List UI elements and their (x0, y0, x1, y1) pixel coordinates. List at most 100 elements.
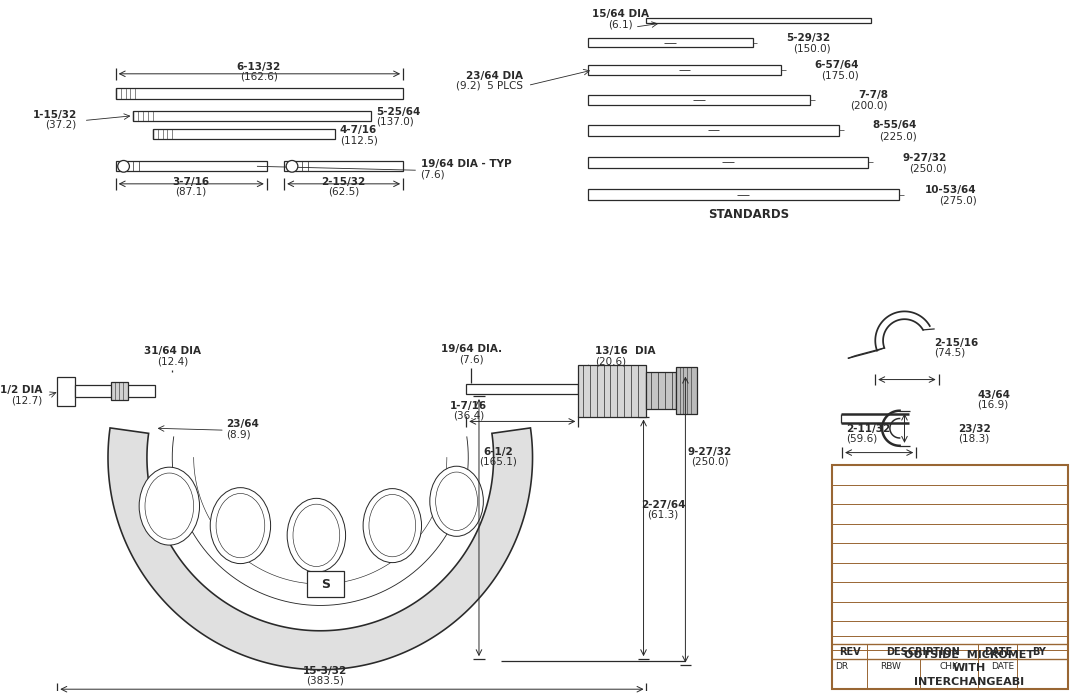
Text: INTERCHANGEABI: INTERCHANGEABI (914, 677, 1024, 687)
Text: (250.0): (250.0) (908, 163, 947, 174)
Text: (150.0): (150.0) (793, 43, 830, 53)
Text: 7-7/8: 7-7/8 (858, 90, 888, 100)
Text: (200.0): (200.0) (850, 101, 888, 111)
FancyBboxPatch shape (588, 157, 869, 168)
Text: (137.0): (137.0) (376, 116, 413, 127)
Circle shape (286, 160, 298, 172)
FancyBboxPatch shape (133, 111, 371, 120)
Text: 2-27/64: 2-27/64 (640, 500, 685, 510)
Text: DATE: DATE (992, 662, 1014, 671)
FancyBboxPatch shape (647, 18, 872, 23)
Text: 23/32: 23/32 (959, 424, 991, 434)
Text: (162.6): (162.6) (240, 71, 277, 82)
Text: 43/64: 43/64 (978, 390, 1011, 400)
Text: (7.6): (7.6) (458, 354, 483, 364)
Text: (165.1): (165.1) (480, 456, 517, 466)
Text: DR: DR (835, 662, 848, 671)
Text: 19/64 DIA - TYP: 19/64 DIA - TYP (421, 160, 511, 169)
Text: (12.7): (12.7) (12, 395, 43, 405)
FancyBboxPatch shape (116, 162, 267, 172)
Text: 15-3/32: 15-3/32 (303, 666, 347, 675)
Text: 9-27/32: 9-27/32 (688, 447, 731, 456)
Text: 23/64 DIA: 23/64 DIA (466, 71, 523, 80)
Ellipse shape (287, 498, 346, 573)
Text: (16.9): (16.9) (978, 400, 1009, 410)
Text: (87.1): (87.1) (176, 187, 207, 197)
Text: 13/16  DIA: 13/16 DIA (594, 346, 655, 356)
Polygon shape (108, 428, 532, 670)
Text: 31/64 DIA: 31/64 DIA (144, 346, 200, 356)
Text: 3-7/16: 3-7/16 (172, 177, 209, 187)
Text: DATE: DATE (984, 648, 1012, 657)
FancyBboxPatch shape (647, 372, 676, 409)
FancyBboxPatch shape (578, 365, 647, 416)
Text: (59.6): (59.6) (846, 434, 877, 444)
Text: (7.6): (7.6) (421, 169, 446, 179)
Text: 8-55/64: 8-55/64 (873, 120, 917, 130)
Text: 23/64: 23/64 (226, 419, 259, 429)
Ellipse shape (139, 467, 199, 545)
Ellipse shape (436, 472, 478, 531)
Text: 4-7/16: 4-7/16 (340, 125, 377, 135)
FancyBboxPatch shape (466, 384, 578, 394)
FancyBboxPatch shape (75, 386, 154, 397)
Ellipse shape (210, 488, 271, 564)
Ellipse shape (293, 504, 340, 566)
Text: (8.9): (8.9) (226, 429, 251, 439)
FancyBboxPatch shape (676, 367, 697, 414)
Text: (36.4): (36.4) (453, 411, 484, 421)
Text: 5-25/64: 5-25/64 (376, 107, 420, 117)
FancyBboxPatch shape (832, 466, 1068, 690)
Text: BY: BY (1032, 648, 1045, 657)
Text: 2-15/32: 2-15/32 (321, 177, 366, 187)
FancyBboxPatch shape (116, 88, 403, 99)
FancyBboxPatch shape (111, 382, 129, 400)
Text: 1-15/32: 1-15/32 (32, 110, 77, 120)
Text: (62.5): (62.5) (328, 187, 359, 197)
Text: RBW: RBW (880, 662, 902, 671)
Text: (12.4): (12.4) (156, 356, 187, 366)
Text: (9.2)  5 PLCS: (9.2) 5 PLCS (456, 80, 523, 90)
Ellipse shape (368, 494, 416, 556)
FancyBboxPatch shape (588, 125, 840, 136)
Ellipse shape (216, 494, 265, 558)
Ellipse shape (429, 466, 483, 536)
Text: (175.0): (175.0) (821, 71, 859, 80)
Text: (18.3): (18.3) (959, 434, 990, 444)
FancyBboxPatch shape (588, 189, 899, 200)
Text: (225.0): (225.0) (879, 131, 917, 141)
FancyBboxPatch shape (588, 38, 753, 47)
Ellipse shape (145, 473, 194, 539)
Text: REV: REV (840, 648, 861, 657)
Text: (250.0): (250.0) (691, 456, 728, 466)
Text: (37.2): (37.2) (46, 120, 77, 130)
Text: 9-27/32: 9-27/32 (902, 153, 947, 162)
Text: (20.6): (20.6) (594, 356, 625, 366)
Text: 6-57/64: 6-57/64 (814, 60, 859, 70)
Ellipse shape (363, 489, 422, 563)
FancyBboxPatch shape (58, 377, 75, 406)
Text: 6-1/2: 6-1/2 (484, 447, 513, 456)
Text: S: S (320, 578, 330, 591)
Text: DESCRIPTION: DESCRIPTION (886, 648, 960, 657)
Text: (112.5): (112.5) (340, 135, 378, 145)
FancyBboxPatch shape (306, 571, 344, 596)
Text: 1/2 DIA: 1/2 DIA (0, 385, 43, 396)
Text: 1-7/16: 1-7/16 (450, 401, 487, 411)
Text: 2-15/16: 2-15/16 (934, 337, 978, 348)
FancyBboxPatch shape (153, 130, 335, 139)
FancyBboxPatch shape (284, 162, 403, 172)
Text: OUTSIDE  MICROMET: OUTSIDE MICROMET (904, 650, 1035, 659)
Text: (6.1): (6.1) (608, 19, 633, 29)
Text: (275.0): (275.0) (939, 195, 977, 205)
Text: 10-53/64: 10-53/64 (925, 185, 977, 195)
Text: CHK: CHK (940, 662, 959, 671)
Text: (61.3): (61.3) (647, 510, 679, 520)
Text: STANDARDS: STANDARDS (708, 207, 789, 220)
Text: (74.5): (74.5) (934, 347, 965, 357)
Text: 19/64 DIA.: 19/64 DIA. (440, 344, 501, 354)
FancyBboxPatch shape (588, 64, 781, 76)
Text: WITH: WITH (952, 664, 985, 673)
Text: 5-29/32: 5-29/32 (786, 33, 830, 43)
Text: 2-11/32: 2-11/32 (846, 424, 890, 434)
